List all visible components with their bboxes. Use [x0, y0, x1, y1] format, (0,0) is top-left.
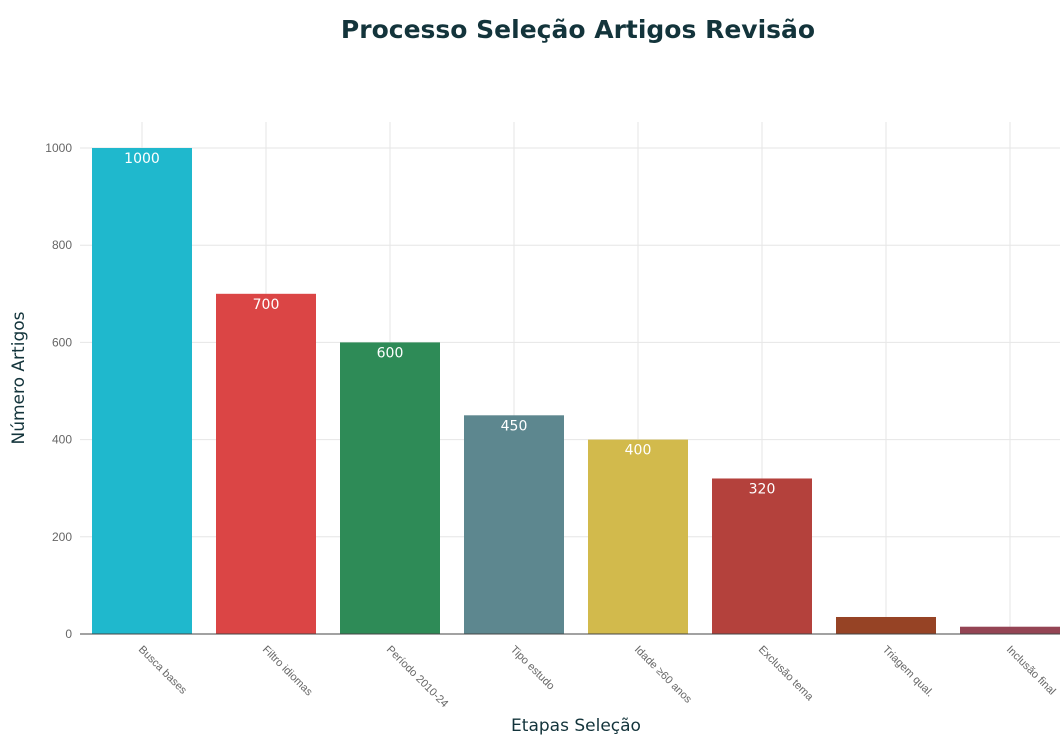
x-axis-ticks: Busca bases Filtro idiomas Período 2010-24… — [136, 644, 1058, 710]
y-tick-label: 800 — [52, 238, 72, 252]
y-tick-label: 0 — [65, 627, 72, 641]
x-tick-label: Idade ≥60 anos — [632, 644, 694, 706]
x-tick-label: Tipo estudo — [508, 644, 557, 693]
bar-value-label: 1000 — [124, 151, 160, 167]
x-tick-label: Inclusão final — [1004, 644, 1058, 698]
x-tick-label: Período 2010-24 — [384, 644, 450, 710]
bar — [216, 293, 316, 634]
bar — [340, 342, 440, 634]
x-axis-title: Etapas Seleção — [511, 716, 641, 735]
x-tick-label: Exclusão tema — [756, 644, 816, 704]
y-tick-label: 1000 — [45, 141, 72, 155]
y-tick-label: 200 — [52, 530, 72, 544]
bars — [92, 148, 1060, 634]
bar — [464, 415, 564, 634]
bar-value-label: 600 — [377, 345, 404, 361]
y-axis-ticks: 0 200 400 600 800 1000 — [45, 141, 72, 641]
bar-value-label: 400 — [625, 443, 652, 459]
bar-value-label: 320 — [749, 481, 776, 497]
bar — [712, 478, 812, 634]
bar — [960, 626, 1060, 634]
bar — [588, 439, 688, 634]
bar-value-label: 700 — [253, 297, 280, 313]
x-tick-label: Filtro idiomas — [260, 644, 315, 699]
bar — [92, 148, 192, 634]
y-tick-label: 400 — [52, 433, 72, 447]
bar — [836, 616, 936, 634]
bar-labels: 1000 700 600 450 400 320 — [124, 151, 775, 497]
y-tick-label: 600 — [52, 335, 72, 349]
x-tick-label: Triagem qual. — [880, 644, 936, 700]
x-tick-label: Busca bases — [136, 644, 189, 697]
bar-value-label: 450 — [501, 418, 528, 434]
chart-title: Processo Seleção Artigos Revisão — [341, 15, 815, 44]
y-axis-title: Número Artigos — [9, 311, 29, 444]
